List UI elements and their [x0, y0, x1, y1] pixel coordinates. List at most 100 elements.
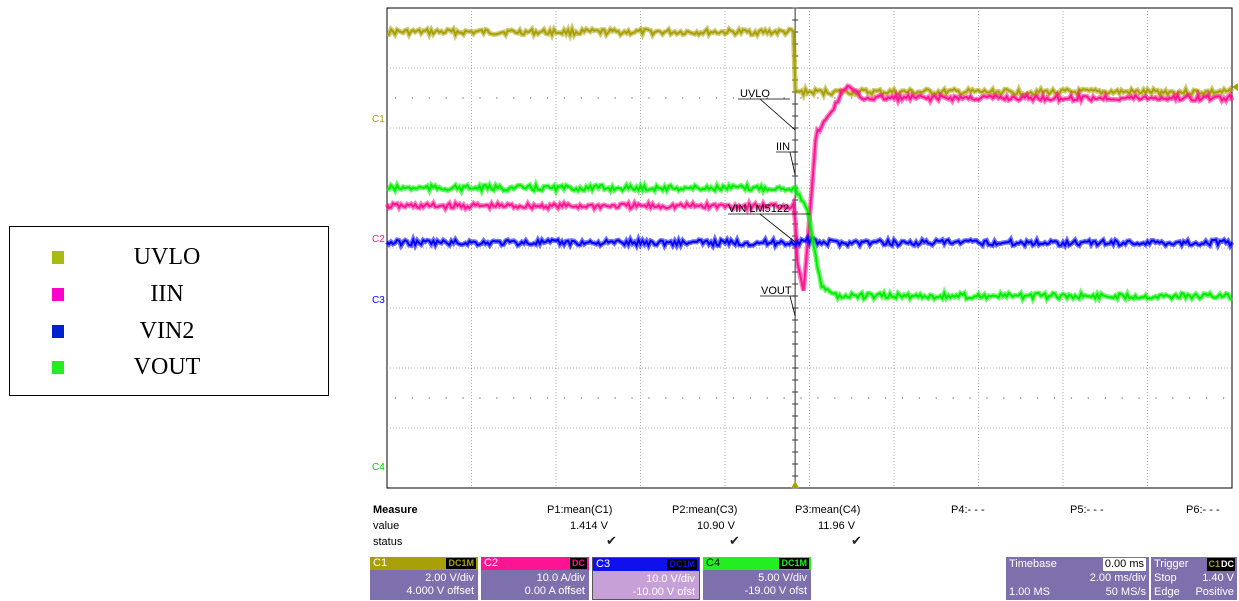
measure-param-label: P2:mean(C3) [672, 504, 738, 516]
timebase-label: Timebase [1009, 558, 1057, 570]
grid-dot [1155, 397, 1157, 399]
grid-dot [732, 97, 735, 99]
grid-dot [1205, 397, 1208, 399]
grid-dot [749, 397, 752, 399]
channel-box-c2[interactable]: C2 DC 10.0 A/div 0.00 A offset [481, 557, 589, 600]
channel-marker-c2: C2 [372, 234, 385, 245]
grid-dot [851, 97, 853, 99]
timebase-samples: 1.00 MS [1009, 586, 1050, 598]
trace-annotation: VIN LM5122 [728, 203, 789, 215]
channel-name: C4 [706, 557, 721, 569]
channel-box-header: C2 DC [481, 557, 589, 570]
channel-name: C2 [484, 557, 499, 569]
measure-param-label: P3:mean(C4) [795, 504, 861, 516]
grid-dot [952, 397, 954, 399]
channel-scale: 10.0 V/div [646, 573, 695, 585]
grid-dot [614, 97, 616, 99]
grid-dot [1222, 397, 1225, 399]
trace-core-c3 [386, 235, 1233, 248]
grid-dot [817, 397, 819, 399]
legend-swatch [52, 325, 64, 338]
grid-dot [901, 397, 904, 399]
measure-param-value: 10.90 V [697, 520, 735, 532]
measure-row-status: status [373, 536, 403, 548]
grid-dot [783, 97, 785, 99]
timebase-tdiv: 2.00 ms/div [1089, 572, 1146, 584]
trigger-mode: Stop [1154, 572, 1177, 584]
grid-dot [428, 397, 430, 399]
measure-param-label: P1:mean(C1) [547, 504, 613, 516]
grid-dot [597, 397, 599, 399]
grid-dot [851, 397, 853, 399]
grid-dot [986, 397, 988, 399]
legend-label: VIN2 [139, 318, 195, 344]
grid-dot [884, 397, 887, 399]
trigger-level-marker [1232, 83, 1238, 91]
trigger-box[interactable]: Trigger C1 DC Stop 1.40 V Edge Positive [1151, 557, 1237, 600]
trace-core-c4 [386, 182, 1233, 302]
grid-dot [817, 97, 819, 99]
grid-dot [529, 97, 532, 99]
grid-dot [648, 397, 650, 399]
channel-scale: 5.00 V/div [758, 572, 807, 584]
status-check-icon: ✔ [729, 534, 740, 549]
measure-param-label: P6:- - - [1186, 504, 1220, 516]
grid-dot [496, 397, 498, 399]
channel-box-c1[interactable]: C1 DC1M 2.00 V/div 4.000 V offset [370, 557, 478, 600]
grid-dot [513, 397, 515, 399]
channel-offset: 4.000 V offset [406, 585, 474, 597]
channel-box-header: C3 DC1M [593, 558, 699, 571]
channel-box-c3[interactable]: C3 DC1M 10.0 V/div -10.00 V ofst [592, 557, 700, 600]
grid-dot [800, 97, 802, 99]
annotation-leader [759, 213, 796, 243]
grid-dot [749, 97, 752, 99]
grid-dot [1138, 397, 1140, 399]
trigger-level: 1.40 V [1202, 572, 1234, 584]
grid-dot [445, 97, 447, 99]
channel-marker-c4: C4 [372, 462, 385, 473]
grid-dot [715, 97, 718, 99]
measure-title: Measure [373, 504, 418, 516]
timebase-box[interactable]: Timebase 0.00 ms 2.00 ms/div 1.00 MS 50 … [1006, 557, 1149, 600]
grid-dot [1104, 397, 1106, 399]
trigger-type: Edge [1154, 586, 1180, 598]
grid-dot [834, 97, 836, 99]
channel-scale: 2.00 V/div [425, 572, 474, 584]
channel-box-c4[interactable]: C4 DC1M 5.00 V/div -19.00 V ofst [703, 557, 811, 600]
grid-dot [631, 397, 633, 399]
measure-param-value: 11.96 V [818, 520, 856, 532]
grid-dot [580, 397, 583, 399]
grid-dot [698, 397, 701, 399]
coupling-badge: DC1M [446, 558, 476, 569]
grid-dot [496, 97, 498, 99]
legend-swatch [52, 251, 64, 264]
grid-dot [411, 97, 414, 99]
grid-dot [1121, 397, 1123, 399]
grid-dot [394, 397, 397, 399]
grid-dot [1036, 397, 1039, 399]
grid-dot [1003, 397, 1005, 399]
grid-dot [766, 97, 768, 99]
timebase-delay: 0.00 ms [1102, 558, 1146, 571]
coupling-badge: DC1M [667, 559, 697, 570]
annotation-leader [789, 151, 796, 176]
grid-dot [766, 397, 768, 399]
grid-dot [597, 97, 599, 99]
legend: UVLO IIN VIN2 VOUT [9, 226, 329, 396]
channel-marker-c1: C1 [372, 114, 385, 125]
grid-dot [529, 397, 532, 399]
coupling-badge: DC [570, 558, 587, 569]
grid-dot [546, 397, 549, 399]
annotation-leader [759, 98, 796, 131]
channel-box-header: C1 DC1M [370, 557, 478, 570]
grid-dot [1087, 397, 1090, 399]
grid-dot [715, 397, 718, 399]
status-check-icon: ✔ [606, 534, 617, 549]
grid-dot [546, 97, 549, 99]
trace-annotation: UVLO [740, 88, 770, 100]
grid-dot [428, 97, 430, 99]
legend-label: UVLO [133, 244, 201, 270]
trace-core-c1 [386, 26, 1233, 98]
trace-annotation: VOUT [761, 285, 792, 297]
